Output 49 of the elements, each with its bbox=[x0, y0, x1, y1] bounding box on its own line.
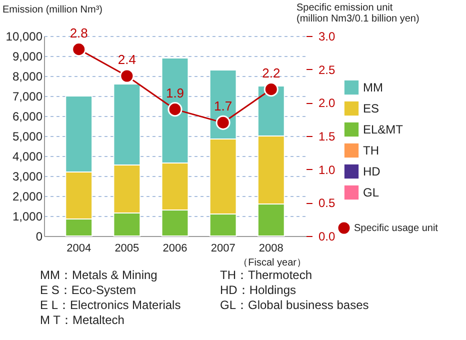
x-tick-label: 2004 bbox=[66, 242, 92, 254]
x-tick-label: 2005 bbox=[114, 242, 140, 254]
legend-label: Specific usage unit bbox=[354, 223, 438, 234]
legend-label: GL bbox=[363, 186, 380, 200]
text: HD：Holdings bbox=[220, 282, 298, 297]
y-tick-label: 8,000 bbox=[12, 70, 43, 84]
legend-label: MM bbox=[363, 80, 383, 94]
x-tick-label: 2006 bbox=[162, 242, 188, 254]
y-tick-label: 4,000 bbox=[12, 150, 43, 164]
y2-tick-label: 0.0 bbox=[318, 230, 336, 244]
legend-label: HD bbox=[363, 164, 381, 178]
text: E S：Eco-System bbox=[40, 282, 138, 297]
y-tick-label: 9,000 bbox=[12, 50, 43, 64]
x-tick-label: 2008 bbox=[258, 242, 284, 254]
y-tick-label: 1,000 bbox=[12, 210, 43, 224]
y2-axis-title: Specific emission unit (million Nm3/0.1 billion yen) bbox=[296, 2, 420, 24]
point bbox=[264, 82, 278, 97]
y-tick-label: 7,000 bbox=[12, 90, 43, 104]
text: MM：Metals & Mining bbox=[40, 267, 158, 282]
y2-tick-label: 2.5 bbox=[318, 62, 336, 77]
y-tick-label: 5,000 bbox=[12, 130, 43, 144]
y-tick-label: 0 bbox=[36, 230, 43, 244]
legend-label: TH bbox=[363, 144, 379, 158]
y2-tick-label: 3.0 bbox=[318, 30, 336, 44]
point bbox=[72, 42, 86, 57]
legend-label: ES bbox=[363, 102, 380, 116]
data-label: 2.2 bbox=[262, 65, 280, 80]
y-axis-title: Emission (million Nm³) bbox=[2, 4, 103, 16]
y-tick-label: 10,000 bbox=[6, 30, 43, 44]
text: TH：Thermotech bbox=[220, 267, 314, 282]
y-tick-label: 6,000 bbox=[12, 110, 43, 124]
y2-tick-label: 2.0 bbox=[318, 96, 336, 110]
point bbox=[216, 115, 230, 130]
data-label: 2.8 bbox=[70, 25, 88, 40]
point bbox=[120, 68, 134, 84]
y2-tick-label: 0.5 bbox=[318, 196, 336, 210]
y2-tick-label: 1.5 bbox=[318, 130, 336, 144]
x-tick-label: 2007 bbox=[210, 242, 236, 254]
data-label: 1.9 bbox=[166, 85, 184, 100]
legend-label: EL&MT bbox=[363, 122, 404, 136]
data-label: 1.7 bbox=[214, 98, 232, 114]
data-label: 2.4 bbox=[118, 52, 136, 67]
text: E L：Electronics Materials bbox=[40, 297, 182, 312]
y2-tick-label: 1.0 bbox=[318, 162, 336, 177]
y-tick-label: 3,000 bbox=[12, 170, 43, 184]
text: GL：Global business bases bbox=[220, 297, 370, 312]
y-tick-label: 2,000 bbox=[12, 190, 43, 204]
text: M T：Metaltech bbox=[40, 312, 126, 327]
point bbox=[168, 102, 182, 117]
